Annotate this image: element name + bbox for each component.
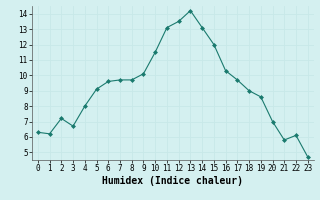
X-axis label: Humidex (Indice chaleur): Humidex (Indice chaleur)	[102, 176, 243, 186]
